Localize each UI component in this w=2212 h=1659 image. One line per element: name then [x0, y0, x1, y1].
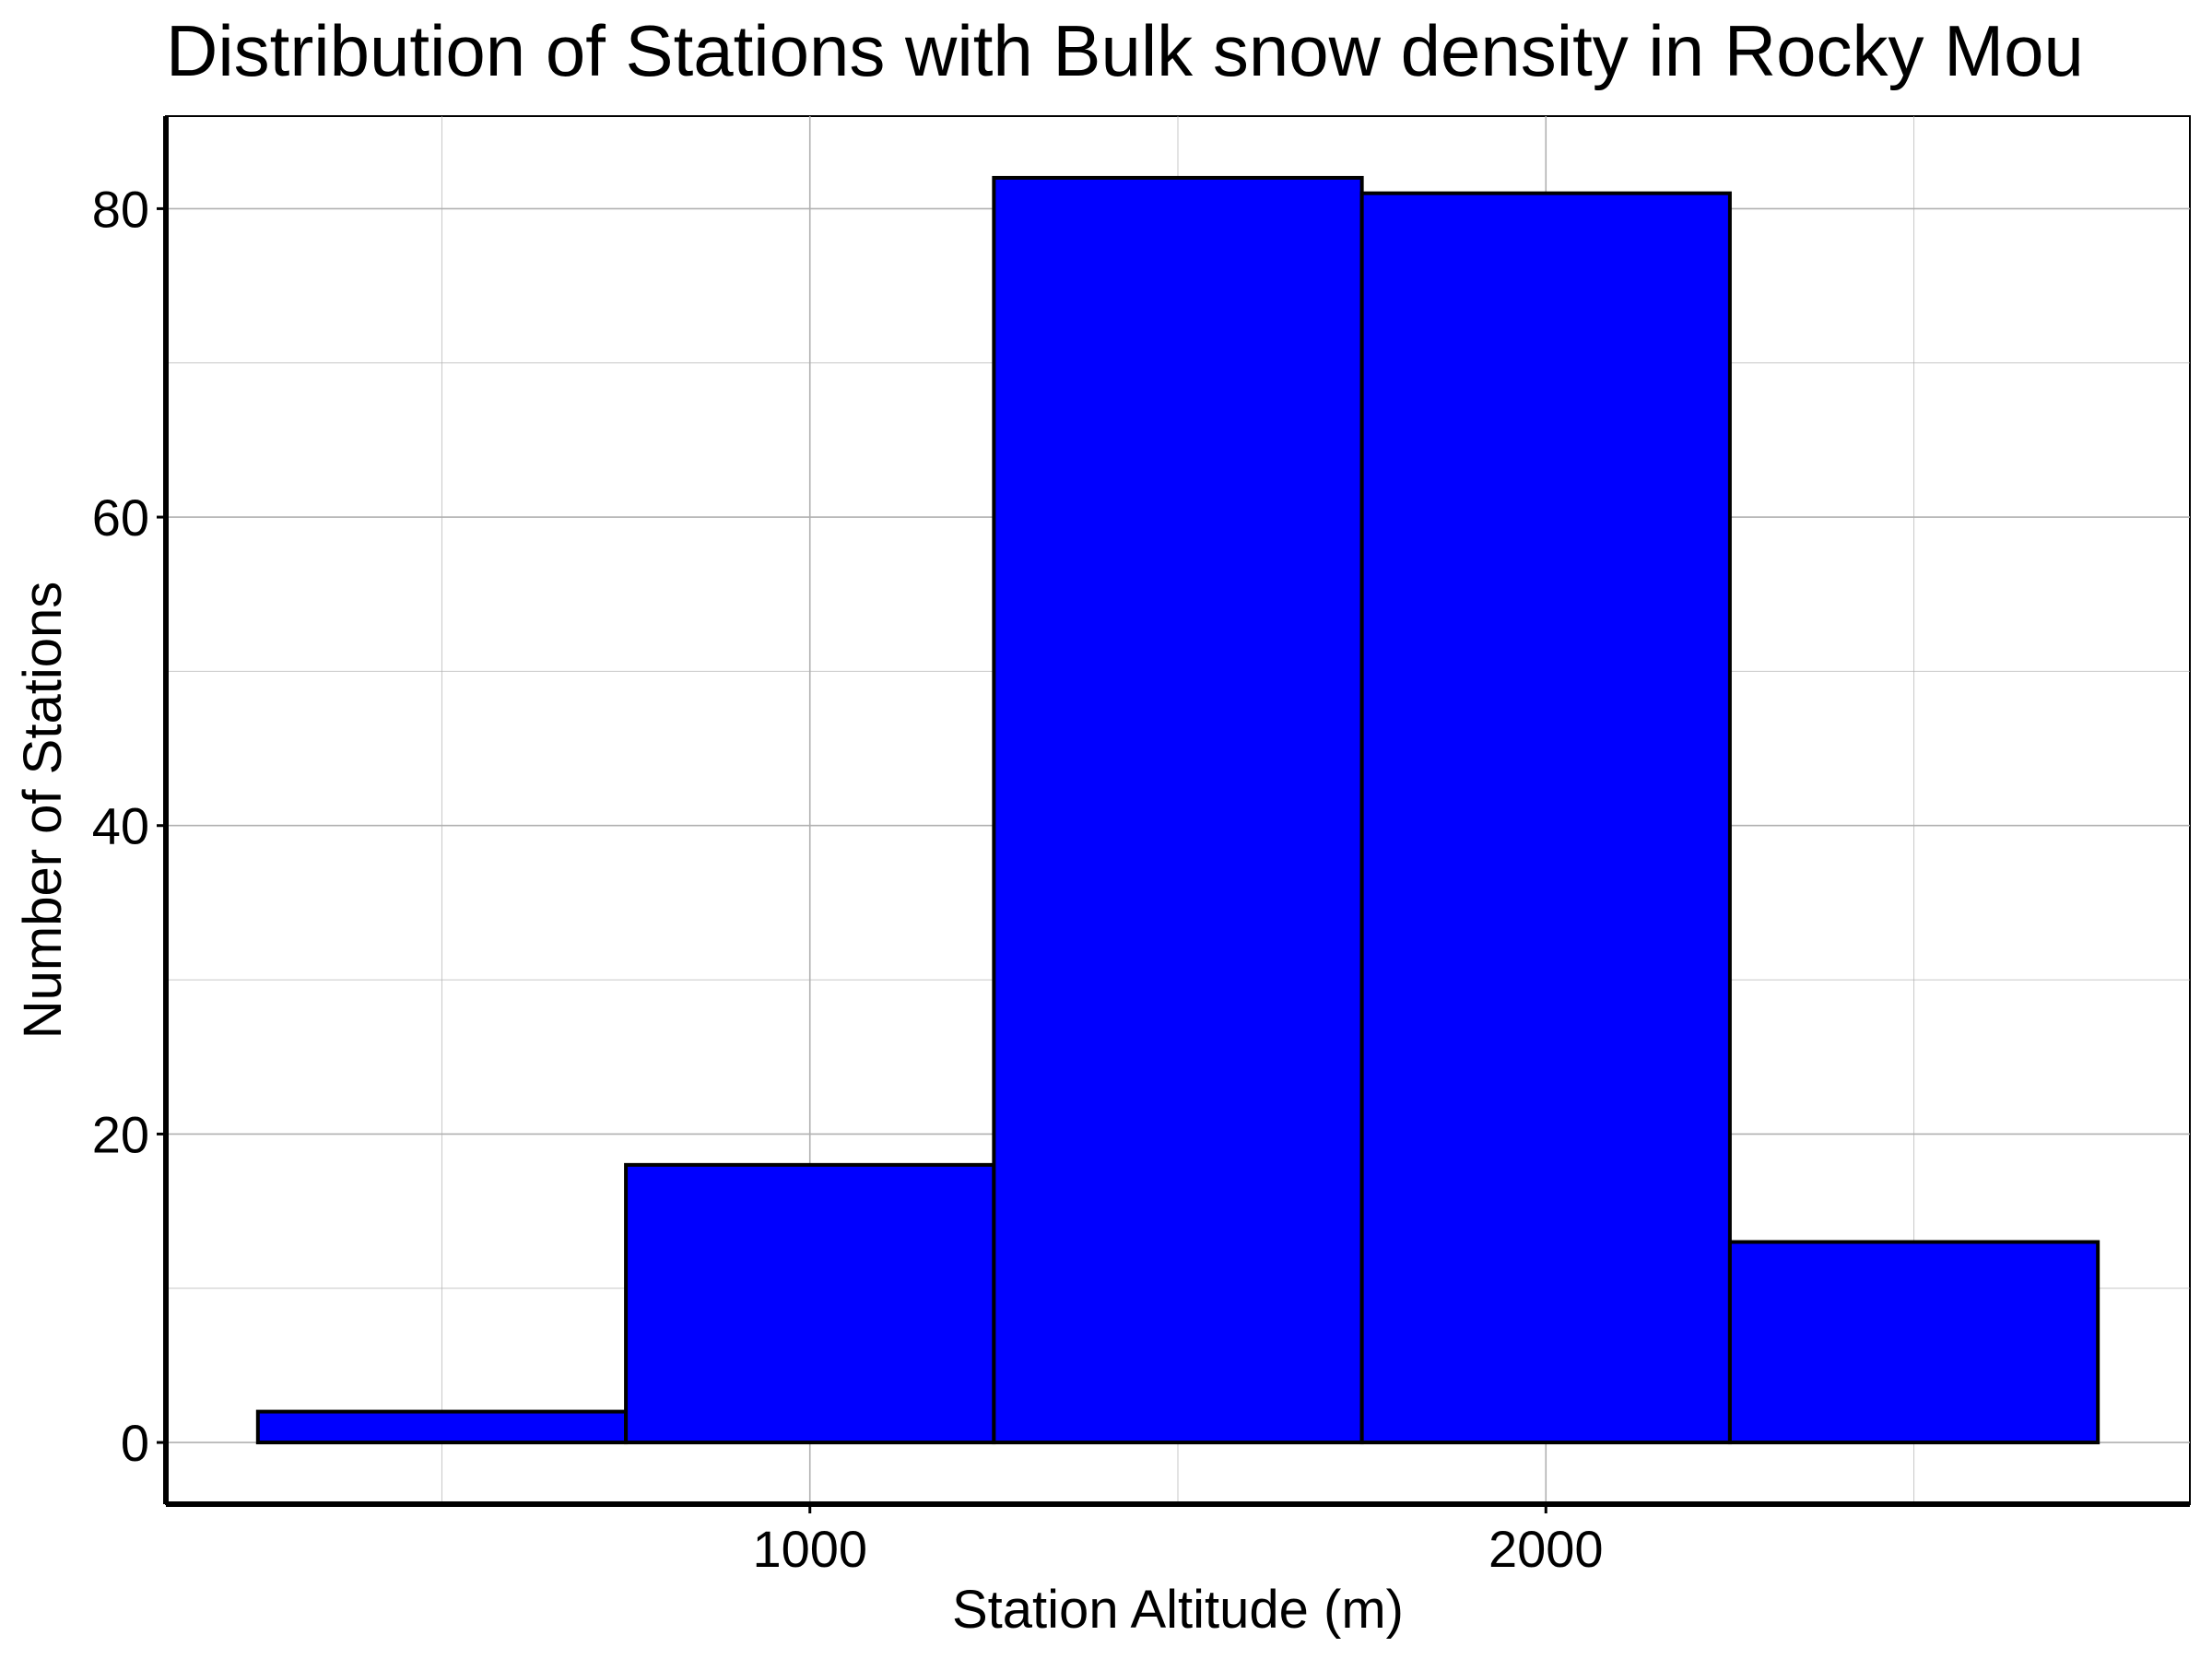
y-tick-label: 40	[92, 797, 149, 855]
y-tick-label: 20	[92, 1105, 149, 1163]
x-tick-label: 1000	[752, 1520, 867, 1578]
histogram-bar-2	[624, 1162, 996, 1445]
y-tick-label: 80	[92, 180, 149, 238]
x-axis-title: Station Altitude (m)	[952, 1580, 1404, 1640]
x-tick-labels: 1000 2000	[752, 1504, 1604, 1578]
histogram-bar-4	[1359, 191, 1732, 1445]
histogram-bars	[255, 175, 2100, 1445]
y-tick-labels: 0 20 40 60 80	[92, 180, 166, 1472]
y-axis-title: Number of Stations	[13, 582, 73, 1039]
y-tick-label: 60	[92, 488, 149, 547]
chart-title: Distribution of Stations with Bulk snow …	[166, 10, 2084, 91]
histogram-bar-5	[1727, 1240, 2100, 1445]
x-tick-label: 2000	[1488, 1520, 1604, 1578]
histogram-bar-3	[992, 175, 1364, 1445]
histogram-bar-1	[255, 1409, 629, 1445]
y-tick-label: 0	[121, 1414, 149, 1472]
